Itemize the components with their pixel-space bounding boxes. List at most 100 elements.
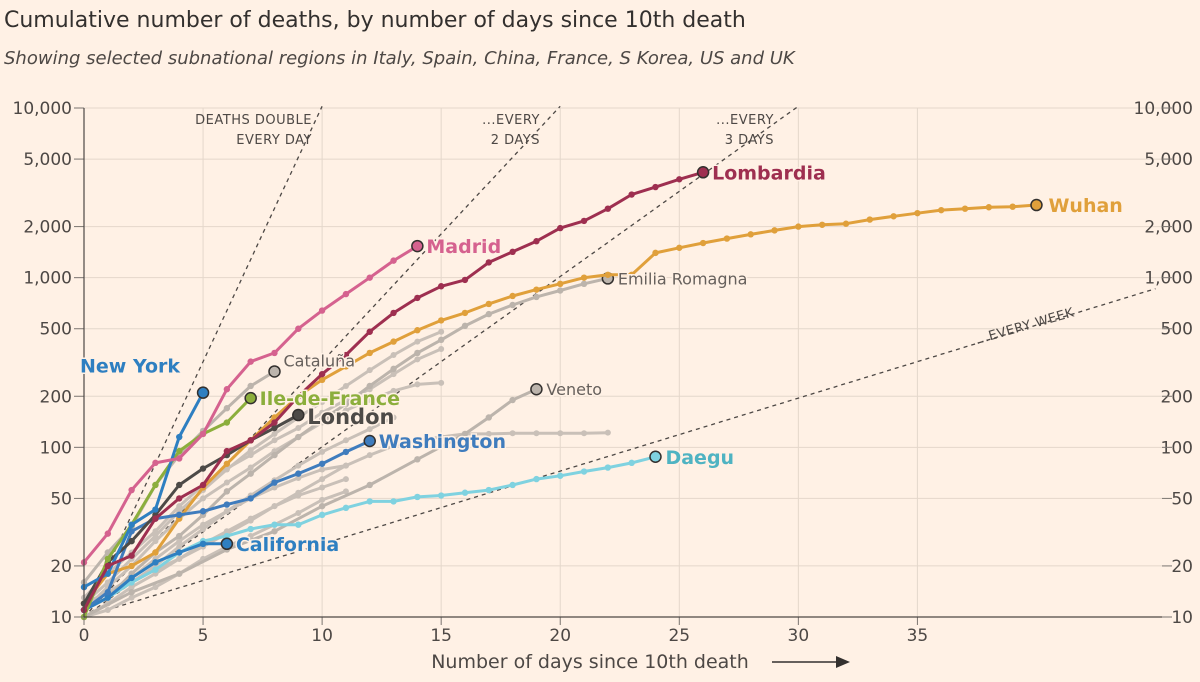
series-labels: DEATHS DOUBLE EVERY DAY ...EVERY 2 DAYS ...E… (79, 113, 1125, 557)
data-point-washington (295, 470, 302, 477)
endpoint-london (292, 408, 305, 422)
background-data-point (104, 606, 111, 613)
data-point-daegu (437, 492, 445, 499)
data-point-emilia (390, 365, 397, 373)
data-point-wuhan (795, 223, 802, 230)
data-point-daegu (342, 504, 350, 512)
background-data-point (223, 508, 230, 515)
y-tick-label-right: 10 (1171, 608, 1193, 628)
background-series-line (83, 330, 442, 605)
series-label-california: California (236, 534, 339, 556)
background-data-point (295, 474, 302, 481)
background-data-point (533, 430, 540, 437)
background-data-point (295, 489, 302, 496)
background-series-line (82, 347, 442, 599)
background-data-point (509, 430, 516, 437)
background-data-point (342, 462, 349, 469)
data-point-wuhan (604, 271, 612, 278)
background-data-point (152, 538, 159, 545)
data-point-lombardia (199, 481, 207, 489)
endpoint-veneto (530, 382, 543, 396)
data-point-lombardia (437, 283, 445, 290)
data-point-wuhan (699, 239, 707, 247)
highlight-series (80, 166, 1043, 621)
data-point-daegu (533, 475, 540, 483)
data-point-daegu (557, 472, 564, 479)
data-point-daegu (247, 525, 254, 533)
data-point-veneto (366, 481, 373, 489)
data-point-washington (223, 501, 231, 508)
endpoint-madrid (411, 239, 424, 253)
endpoint-california (220, 537, 234, 551)
data-point-lombardia (557, 224, 564, 232)
background-data-point (342, 382, 349, 389)
background-data-point (271, 430, 278, 437)
y-tick-label-left: 200 (40, 387, 72, 407)
background-data-point (200, 495, 207, 502)
data-point-wuhan (628, 271, 635, 278)
background-data-point (366, 426, 373, 433)
y-tick-label-left: 5,000 (23, 150, 72, 170)
y-tick-label-left: 500 (40, 320, 72, 340)
series-line-veneto (83, 387, 538, 619)
data-point-cataluna (247, 382, 254, 390)
data-point-veneto (461, 430, 469, 438)
series-label-london: London (307, 405, 394, 429)
series-label-cataluna: Cataluña (283, 351, 355, 370)
data-point-wuhan (771, 227, 778, 234)
data-point-daegu (223, 532, 231, 540)
reference-line-label: ...EVERY WEEK (974, 305, 1076, 348)
background-data-point (295, 462, 302, 469)
x-tick-label: 5 (198, 626, 209, 646)
data-point-ile_de_france (152, 481, 159, 489)
data-point-california (199, 540, 207, 548)
data-point-california (176, 549, 183, 556)
data-point-ile_de_france (104, 555, 112, 563)
background-data-point (390, 371, 397, 378)
x-tick-label: 30 (788, 626, 810, 646)
data-point-wuhan (414, 327, 421, 334)
data-point-washington (318, 460, 326, 467)
data-point-wuhan (652, 249, 659, 257)
y-tick-label-right: 200 (1161, 387, 1193, 407)
data-point-emilia (271, 451, 278, 459)
series-label-wuhan: Wuhan (1048, 195, 1122, 217)
data-point-madrid (152, 459, 159, 467)
y-tick-label-left: 1,000 (23, 269, 72, 289)
background-data-point (366, 367, 373, 374)
data-point-new_york (104, 570, 112, 577)
data-point-daegu (604, 464, 612, 471)
background-data-point (295, 510, 302, 517)
background-data-point (271, 503, 278, 510)
series-label-madrid: Madrid (426, 236, 501, 258)
data-point-daegu (461, 489, 469, 496)
data-point-california (152, 559, 159, 566)
data-point-emilia (485, 310, 493, 318)
data-point-lombardia (509, 248, 516, 256)
y-tick-label-right: 100 (1161, 438, 1193, 458)
series-line-ile_de_france (82, 397, 252, 618)
data-point-emilia (509, 301, 516, 309)
y-tick-label-right: 500 (1161, 320, 1193, 340)
data-point-daegu (271, 521, 278, 528)
background-data-point (342, 488, 349, 495)
background-data-point (223, 479, 230, 486)
endpoint-lombardia (696, 166, 710, 179)
data-point-emilia (580, 280, 588, 288)
x-tick-label: 10 (311, 626, 333, 646)
x-tick-label: 0 (79, 626, 90, 646)
data-point-lombardia (152, 515, 159, 522)
background-data-point (581, 430, 588, 437)
data-point-new_york (176, 433, 183, 441)
background-data-point (319, 409, 326, 416)
data-point-london (199, 465, 207, 472)
data-point-wuhan (152, 549, 159, 556)
data-point-lombardia (533, 238, 540, 245)
data-point-washington (271, 479, 278, 486)
data-point-washington (247, 495, 254, 502)
data-point-daegu (318, 511, 326, 519)
data-point-emilia (533, 293, 540, 301)
data-point-wuhan (938, 206, 945, 214)
background-series-line (82, 381, 442, 612)
